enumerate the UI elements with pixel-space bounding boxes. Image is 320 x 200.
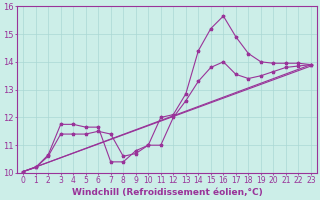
X-axis label: Windchill (Refroidissement éolien,°C): Windchill (Refroidissement éolien,°C) (72, 188, 262, 197)
